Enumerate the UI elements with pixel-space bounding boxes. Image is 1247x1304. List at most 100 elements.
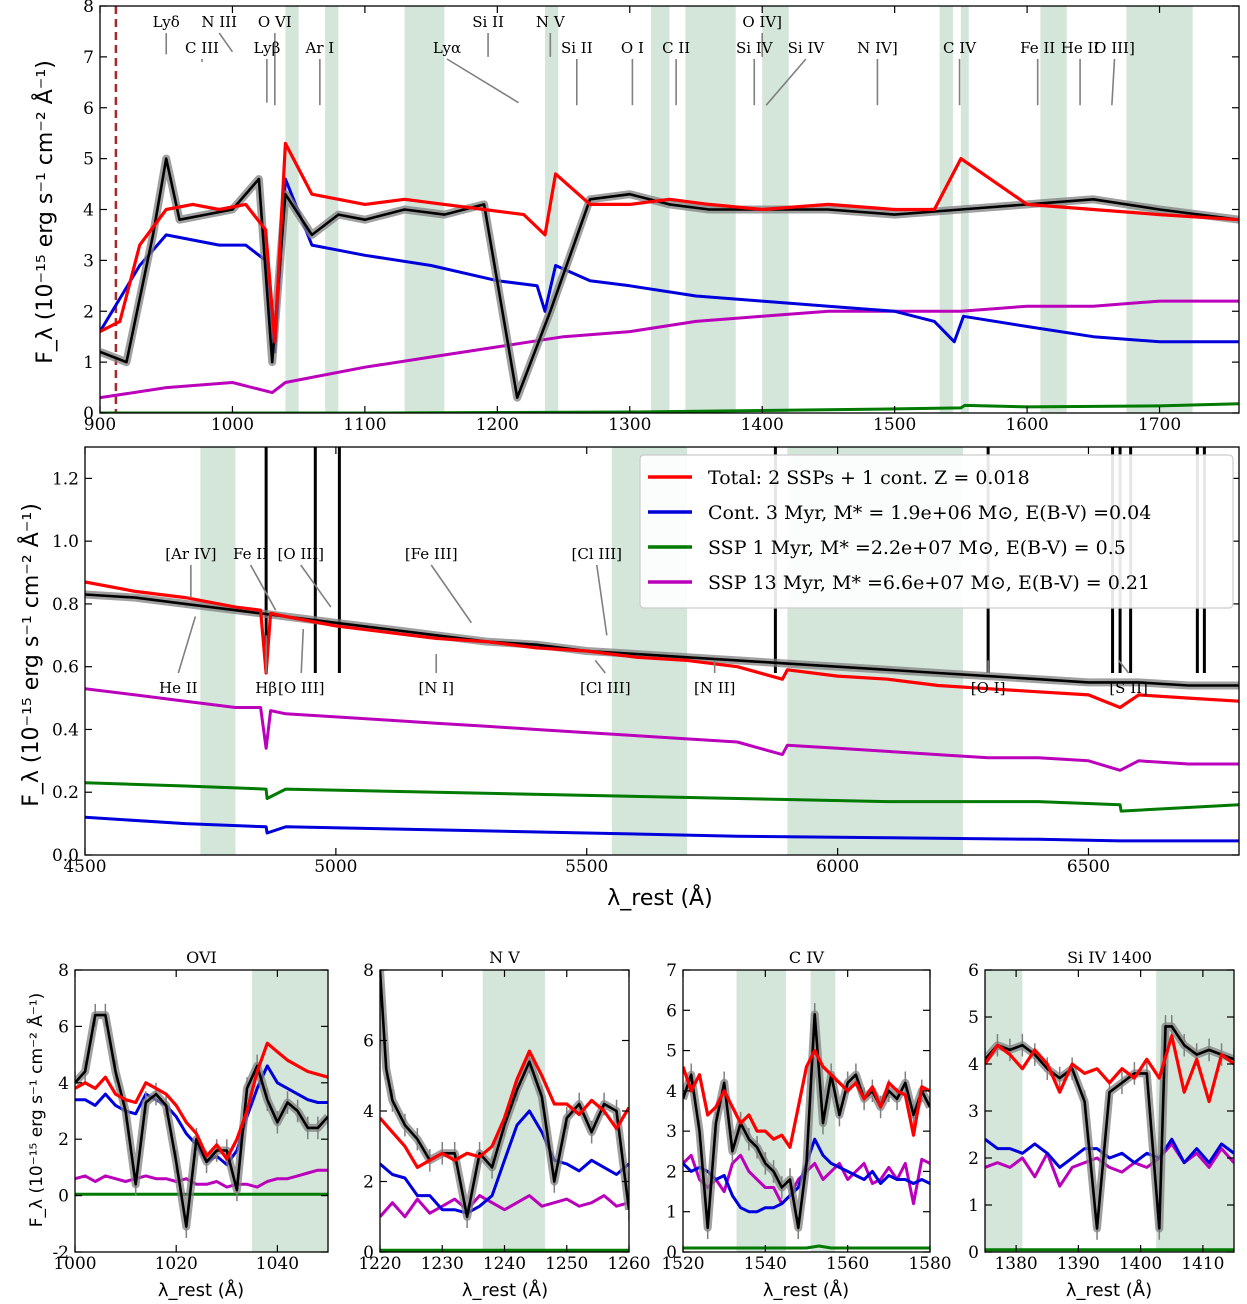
opt-line-label-9: [Cl III] bbox=[580, 679, 631, 697]
uv-line-label-pointer-7 bbox=[446, 58, 519, 104]
uv-mask-region-1 bbox=[325, 6, 339, 413]
opt-ytick-label-6: 1.2 bbox=[52, 469, 79, 489]
legend-box bbox=[639, 454, 1234, 609]
optical-spectrum-panel: [Ar IV] Fe II [O III] [Fe III] [Cl III] He II… bbox=[52, 446, 1240, 877]
uv-xtick-label-1: 1000 bbox=[211, 415, 254, 435]
opt-ytick-label-4: 0.8 bbox=[52, 595, 79, 615]
uv-mask-region-4 bbox=[650, 6, 670, 413]
siiv-series-ssp13 bbox=[985, 1142, 1234, 1188]
uv-ytick-label-0: 0 bbox=[83, 404, 94, 424]
nv-xtick-label-0: 1220 bbox=[358, 1254, 401, 1274]
siiv-xtick-label-1: 1390 bbox=[1057, 1254, 1100, 1274]
opt-line-label-5: He II bbox=[159, 679, 198, 697]
uv-line-label-7: Lyα bbox=[433, 39, 461, 57]
opt-line-label-12: [S II] bbox=[1109, 679, 1148, 697]
civ-ytick-label-3: 3 bbox=[666, 1122, 677, 1142]
opt-line-label-pointer-12 bbox=[1117, 659, 1130, 674]
siiv-xlabel: λ_rest (Å) bbox=[1066, 1279, 1152, 1301]
ovi-xlabel: λ_rest (Å) bbox=[158, 1279, 244, 1301]
opt-line-label-10: [N II] bbox=[694, 679, 735, 697]
civ-ytick-label-4: 4 bbox=[666, 1082, 677, 1102]
opt-line-label-3: [Fe III] bbox=[405, 545, 458, 563]
ovi-ytick-label-2: 2 bbox=[58, 1130, 69, 1150]
opt-line-label-pointer-3 bbox=[430, 564, 472, 624]
civ-xtick-label-0: 1520 bbox=[661, 1254, 704, 1274]
uv-line-label-14: Si IV bbox=[788, 39, 826, 57]
nv-mask-region-0 bbox=[482, 970, 545, 1252]
siiv-ytick-label-1: 1 bbox=[968, 1196, 979, 1216]
civ-series-obs bbox=[683, 1012, 930, 1230]
nv-plot-area bbox=[380, 970, 629, 1252]
uv-ylabel: F_λ (10⁻¹⁵ erg s⁻¹ cm⁻² Å⁻¹) bbox=[31, 60, 58, 364]
nv-xtick-label-4: 1260 bbox=[607, 1254, 650, 1274]
ovi-series-obs bbox=[75, 1013, 328, 1228]
nv-ytick-label-3: 6 bbox=[363, 1032, 374, 1052]
uv-xtick-label-6: 1500 bbox=[873, 415, 916, 435]
uv-spectrum-panel: Lyδ N III O VI C III Lyβ Ar I Si II Lyα N V Si II… bbox=[83, 0, 1240, 435]
uv-ytick-label-6: 6 bbox=[83, 99, 94, 119]
civ-zoom-panel: 1520 1540 1560 1580 0 1 2 3 4 5 6 7 C IV bbox=[661, 948, 951, 1274]
civ-xtick-label-1: 1540 bbox=[744, 1254, 787, 1274]
uv-mask-region-3 bbox=[545, 6, 559, 413]
opt-xtick-label-3: 6000 bbox=[816, 857, 859, 877]
nv-title: N V bbox=[489, 948, 520, 967]
opt-ytick-label-2: 0.4 bbox=[52, 720, 79, 740]
opt-frame bbox=[84, 446, 1240, 856]
uv-line-label-3: C III bbox=[185, 39, 219, 57]
ovi-series-total bbox=[75, 1041, 328, 1161]
ovi-xtick-label-0: 1000 bbox=[53, 1254, 96, 1274]
uv-line-label-6: Si II bbox=[472, 13, 504, 31]
nv-xtick-label-2: 1240 bbox=[483, 1254, 526, 1274]
opt-xtick-label-1: 5000 bbox=[314, 857, 357, 877]
opt-line-label-4: [Cl III] bbox=[572, 545, 623, 563]
nv-xtick-label-3: 1250 bbox=[545, 1254, 588, 1274]
opt-series-total bbox=[85, 580, 1239, 710]
opt-mask-region-0 bbox=[200, 447, 236, 855]
legend-label-total: Total: 2 SSPs + 1 cont. Z = 0.018 bbox=[708, 467, 1030, 489]
nv-ytick-label-1: 2 bbox=[363, 1173, 374, 1193]
ovi-frame bbox=[74, 969, 329, 1253]
ovi-mask-region-0 bbox=[252, 970, 328, 1252]
uv-xtick-label-0: 900 bbox=[84, 415, 116, 435]
civ-ytick-label-0: 0 bbox=[666, 1243, 677, 1263]
nv-series-total bbox=[380, 1049, 629, 1170]
opt-series-ssp1 bbox=[85, 781, 1239, 813]
uv-line-label-1: N III bbox=[201, 13, 237, 31]
uv-xtick-label-3: 1200 bbox=[476, 415, 519, 435]
ovi-zoom-panel: 1000 1020 1040 -2 0 2 4 6 8 OVI bbox=[52, 948, 329, 1274]
nv-ytick-label-2: 4 bbox=[363, 1102, 374, 1122]
uv-series-ssp13 bbox=[100, 299, 1239, 400]
siiv-ytick-label-2: 2 bbox=[968, 1149, 979, 1169]
opt-ytick-label-1: 0.2 bbox=[52, 783, 79, 803]
opt-line-label-pointer-7 bbox=[300, 628, 305, 674]
uv-ytick-label-5: 5 bbox=[83, 150, 94, 170]
opt-line-label-pointer-4 bbox=[595, 564, 608, 636]
legend-label-ssp13: SSP 13 Myr, M* =6.6e+07 M⊙, E(B-V) = 0.2… bbox=[708, 572, 1150, 594]
uv-line-label-17: Fe II bbox=[1020, 39, 1055, 57]
opt-ylabel: F_λ (10⁻¹⁵ erg s⁻¹ cm⁻² Å⁻¹) bbox=[17, 503, 44, 807]
ovi-ytick-label-4: 6 bbox=[58, 1017, 69, 1037]
opt-line-label-0: [Ar IV] bbox=[165, 545, 216, 563]
nv-ytick-label-4: 8 bbox=[363, 961, 374, 981]
opt-ytick-label-0: 0.0 bbox=[52, 846, 79, 866]
uv-line-label-pointer-19 bbox=[1111, 58, 1116, 106]
civ-ytick-label-6: 6 bbox=[666, 1001, 677, 1021]
siiv-plot-area bbox=[985, 970, 1234, 1252]
uv-ytick-label-7: 7 bbox=[83, 48, 94, 68]
opt-xtick-label-0: 4500 bbox=[63, 857, 106, 877]
uv-xtick-label-7: 1600 bbox=[1005, 415, 1048, 435]
opt-series-ssp13 bbox=[85, 687, 1239, 772]
figure-axis-labels: F_λ (10⁻¹⁵ erg s⁻¹ cm⁻² Å⁻¹) F_λ (10⁻¹⁵ … bbox=[17, 60, 1152, 1301]
uv-line-label-4: Lyβ bbox=[253, 39, 280, 57]
civ-ytick-label-5: 5 bbox=[666, 1042, 677, 1062]
civ-obs-error-band bbox=[683, 1010, 930, 1232]
civ-ytick-label-1: 1 bbox=[666, 1203, 677, 1223]
uv-series-total bbox=[100, 141, 1239, 344]
ovi-ytick-label-0: -2 bbox=[52, 1243, 69, 1263]
uv-line-label-16: C IV bbox=[943, 39, 977, 57]
ovi-plot-area bbox=[75, 970, 328, 1252]
ovi-xtick-label-1: 1020 bbox=[155, 1254, 198, 1274]
opt-line-label-6: Hβ bbox=[255, 679, 277, 697]
civ-xlabel: λ_rest (Å) bbox=[763, 1279, 849, 1301]
uv-line-label-pointer-1 bbox=[218, 32, 234, 53]
